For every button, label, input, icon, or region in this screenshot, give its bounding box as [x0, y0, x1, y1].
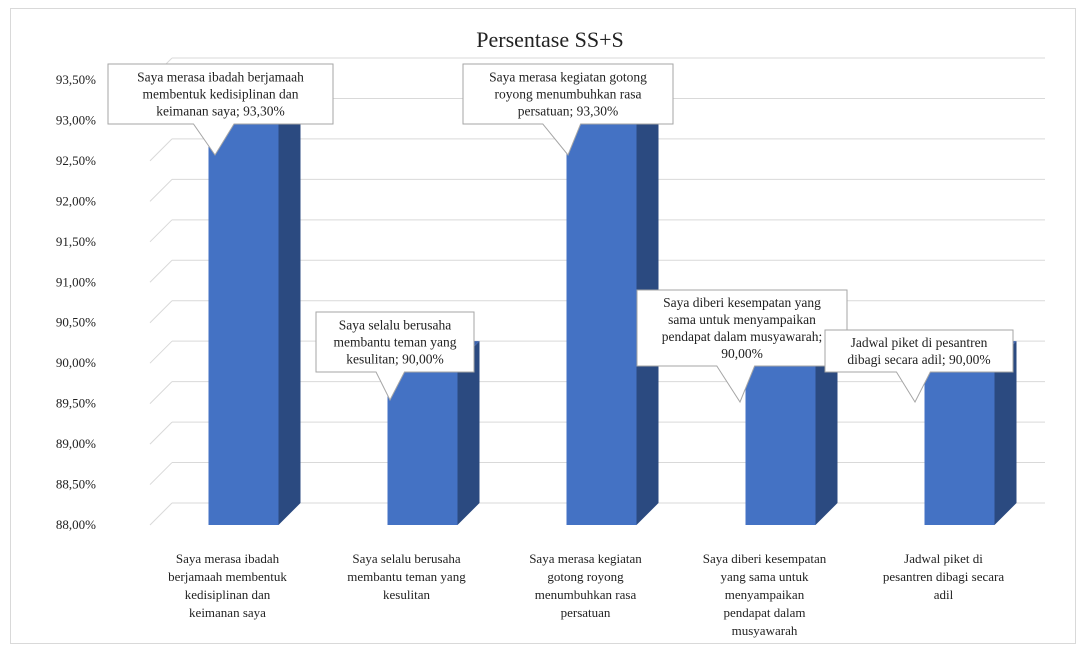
gridline-depth: [149, 502, 173, 526]
bar: [208, 74, 301, 525]
gridline-depth: [149, 300, 173, 324]
data-label-callout: [462, 63, 674, 156]
y-tick-label: 92,00%: [56, 193, 96, 208]
y-tick-label: 90,00%: [56, 355, 96, 370]
data-label: Saya merasa kegiatan gotong royong menumb…: [462, 63, 674, 156]
data-label: Saya merasa ibadah berjamaah membentuk ke…: [107, 63, 334, 156]
y-tick-label: 90,50%: [56, 315, 96, 330]
data-label: Jadwal piket di pesantren dibagi secara a…: [824, 329, 1014, 404]
y-tick-label: 91,00%: [56, 274, 96, 289]
bar-front-face: [924, 363, 995, 525]
bar-side-face: [278, 74, 301, 525]
data-label-text: Jadwal piket di pesantren dibagi secara a…: [847, 335, 990, 367]
y-axis: 88,00% 88,50% 89,00% 89,50% 90,00% 90,50% 91,0…: [56, 72, 96, 532]
data-label-text: Saya selalu berusaha membantu teman yang k…: [334, 318, 457, 367]
gridline-depth: [149, 381, 173, 404]
gridline-depth: [149, 462, 173, 485]
x-tick-label: Saya merasa ibadah berjamaah membentuk ked…: [168, 551, 287, 620]
bar-side-face: [815, 341, 838, 525]
bar-front-face: [566, 96, 637, 525]
x-axis: Saya merasa ibadah berjamaah membentuk ked…: [168, 551, 1004, 638]
x-tick-label: Saya diberi kesempatan yang sama untuk men…: [703, 551, 827, 638]
bar-front-face: [745, 363, 816, 525]
y-tick-label: 93,00%: [56, 112, 96, 127]
x-tick-label: Saya merasa kegiatan gotong royong menumbu…: [529, 551, 642, 620]
data-label: Saya diberi kesempatan yang sama untuk me…: [636, 289, 848, 404]
chart-title: Persentase SS+S: [476, 27, 623, 52]
y-tick-label: 89,00%: [56, 436, 96, 451]
gridline-depth: [149, 421, 173, 445]
data-label-text: Saya merasa kegiatan gotong royong menumb…: [489, 70, 647, 119]
bar-front-face: [387, 363, 458, 525]
bar-side-face: [994, 341, 1017, 525]
data-label-callout: [107, 63, 334, 156]
x-tick-label: Jadwal piket di pesantren dibagi secara ad…: [883, 551, 1005, 602]
bar-side-face: [457, 341, 480, 525]
bar-front-face: [208, 96, 279, 525]
y-tick-label: 89,50%: [56, 396, 96, 411]
bars: [208, 74, 1017, 525]
gridline-depth: [149, 259, 173, 283]
y-tick-label: 93,50%: [56, 72, 96, 87]
data-labels: Saya merasa ibadah berjamaah membentuk ke…: [107, 63, 1014, 404]
y-tick-label: 88,50%: [56, 477, 96, 492]
gridline-depth: [149, 179, 173, 202]
data-label-callout: [636, 289, 848, 404]
data-label: Saya selalu berusaha membantu teman yang k…: [315, 311, 475, 402]
data-label-text: Saya merasa ibadah berjamaah membentuk ke…: [137, 70, 304, 119]
y-tick-label: 88,00%: [56, 517, 96, 532]
y-tick-label: 91,50%: [56, 234, 96, 249]
bar: [745, 341, 838, 525]
gridline-depth: [149, 138, 173, 162]
data-label-callout: [315, 311, 475, 402]
y-tick-label: 92,50%: [56, 153, 96, 168]
data-label-text: Saya diberi kesempatan yang sama untuk me…: [662, 295, 822, 361]
x-tick-label: Saya selalu berusaha membantu teman yang k…: [347, 551, 466, 602]
data-label-callout: [824, 329, 1014, 404]
gridline-depth: [149, 219, 173, 243]
gridline-depth: [149, 340, 173, 364]
